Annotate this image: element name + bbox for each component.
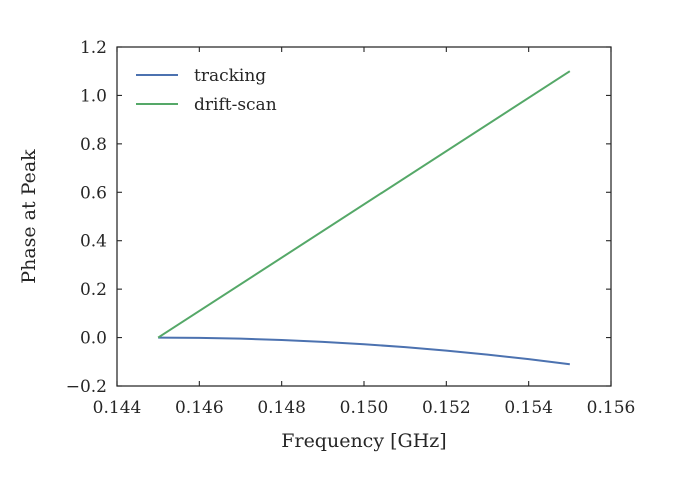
- y-tick-label: 0.8: [80, 135, 107, 155]
- x-tick-label: 0.154: [504, 398, 553, 418]
- x-tick-label: 0.156: [587, 398, 636, 418]
- plot-frame: [116, 46, 612, 387]
- legend-label-tracking: tracking: [194, 66, 266, 86]
- x-tick-label: 0.148: [257, 398, 306, 418]
- x-tick-label: 0.150: [340, 398, 389, 418]
- y-tick-label: 0.6: [80, 183, 107, 203]
- y-tick-label: 1.0: [80, 86, 107, 106]
- x-tick-label: 0.144: [93, 398, 142, 418]
- legend: tracking drift-scan: [136, 66, 277, 115]
- y-tick-label: 0.0: [80, 329, 107, 349]
- x-tick-label: 0.146: [175, 398, 224, 418]
- series-layer: [157, 70, 571, 366]
- y-axis-ticks: −0.2 0.0 0.2 0.4 0.6 0.8 1.0 1.2: [66, 38, 611, 397]
- legend-label-drift-scan: drift-scan: [194, 95, 277, 115]
- y-axis-label: Phase at Peak: [18, 149, 40, 284]
- y-tick-label: −0.2: [66, 377, 107, 397]
- plot-area: 0.144 0.146 0.148 0.150 0.152 0.154 0.156 −0.2…: [66, 38, 636, 418]
- x-axis-ticks: 0.144 0.146 0.148 0.150 0.152 0.154 0.156: [93, 47, 636, 418]
- x-tick-label: 0.152: [422, 398, 471, 418]
- x-axis-label: Frequency [GHz]: [281, 430, 446, 452]
- series-line-tracking: [158, 336, 570, 366]
- y-tick-label: 0.4: [80, 232, 107, 252]
- y-tick-label: 1.2: [80, 38, 107, 58]
- series-line-drift-scan: [157, 70, 571, 339]
- y-tick-label: 0.2: [80, 280, 107, 300]
